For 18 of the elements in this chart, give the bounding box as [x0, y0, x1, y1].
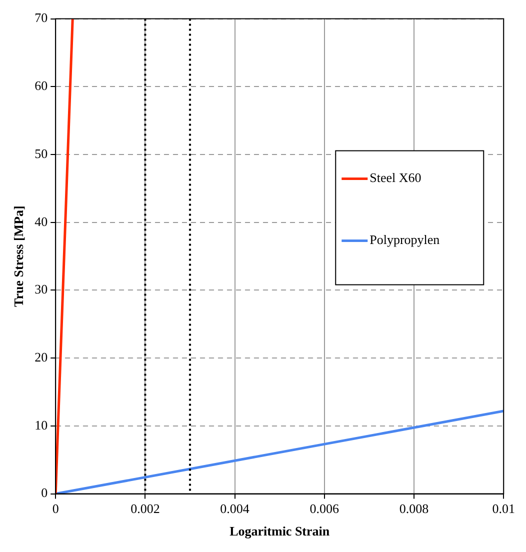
legend-label: Polypropylen — [370, 232, 440, 248]
x-tick-label: 0.004 — [220, 501, 250, 516]
x-tick-label: 0.006 — [310, 501, 340, 516]
y-axis-title: True Stress [MPa] — [11, 206, 26, 307]
y-tick-label: 60 — [34, 78, 48, 94]
y-tick-label: 30 — [34, 282, 48, 297]
y-tick-label: 50 — [34, 146, 48, 161]
y-tick-label: 40 — [34, 214, 48, 229]
x-tick-label: 0 — [52, 501, 59, 516]
y-tick-label: 70 — [34, 10, 48, 26]
y-tick-label: 0 — [41, 485, 48, 500]
x-axis-title: Logaritmic Strain — [230, 524, 330, 539]
x-tick-label: 0.008 — [399, 501, 429, 516]
legend-label: Steel X60 — [370, 170, 422, 186]
y-tick-label: 10 — [34, 417, 48, 432]
x-tick-label: 0.002 — [130, 501, 160, 516]
x-tick-label: 0.01 — [492, 501, 515, 516]
y-tick-label: 20 — [34, 350, 48, 365]
